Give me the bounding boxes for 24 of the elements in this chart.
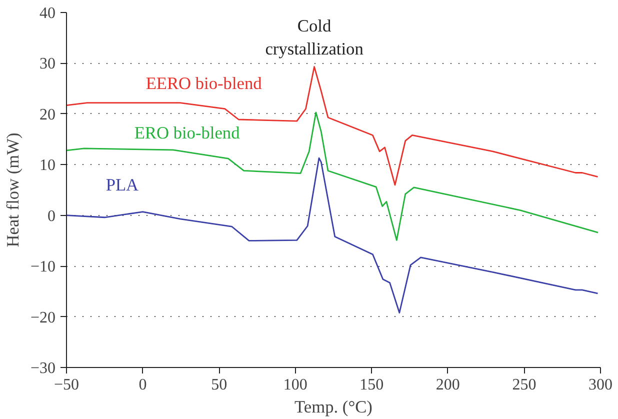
y-axis-title: Heat flow (mW) — [3, 132, 22, 248]
x-axis-title: Temp. (°C) — [294, 398, 373, 416]
y-tick-label: 20 — [40, 106, 56, 124]
line-series — [66, 112, 599, 241]
y-tick-label: 30 — [40, 56, 56, 73]
x-tick-label: 150 — [360, 376, 384, 394]
x-tick-label: 50 — [211, 376, 228, 394]
line-series — [66, 157, 598, 314]
series-label: EERO bio-blend — [146, 74, 262, 93]
x-tick-label: 100 — [283, 376, 308, 394]
x-tick-label: 250 — [512, 376, 536, 394]
series-label: ERO bio-blend — [134, 124, 240, 143]
series-label: PLA — [106, 175, 140, 194]
x-tick-label: 300 — [588, 376, 612, 394]
y-tick-label: −30 — [30, 360, 56, 377]
x-tick-label: 0 — [138, 376, 147, 394]
x-tick-label: −50 — [54, 376, 80, 394]
y-tick-label: 0 — [48, 208, 56, 225]
y-tick-label: −10 — [30, 258, 56, 276]
annotation: Cold crystallization — [265, 16, 364, 58]
x-tick-label: 200 — [436, 376, 460, 394]
y-tick-label: −20 — [30, 309, 56, 326]
y-tick-label: 10 — [40, 157, 56, 174]
y-tick-label: 40 — [40, 5, 56, 22]
